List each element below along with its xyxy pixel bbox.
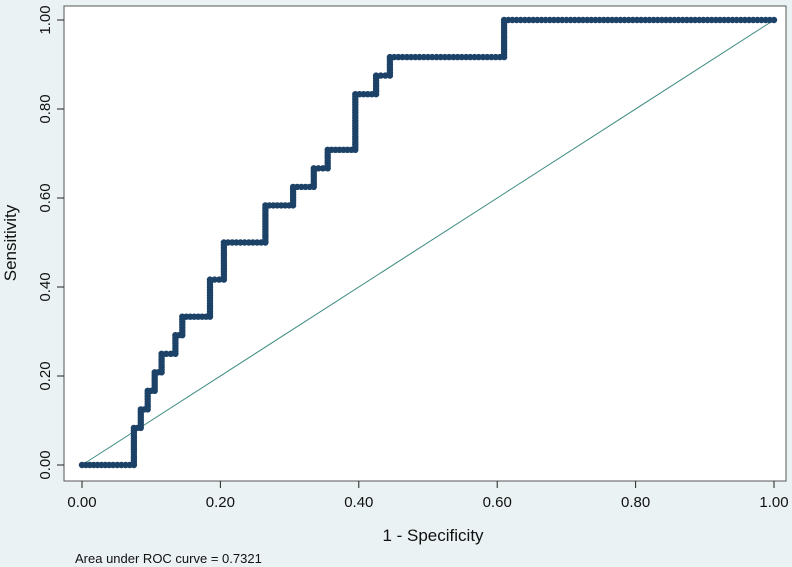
roc-point (770, 16, 778, 24)
roc-point (158, 350, 165, 357)
y-tick-label: 1.00 (37, 5, 54, 34)
auc-note: Area under ROC curve = 0.7321 (75, 551, 262, 566)
x-axis-title: 1 - Specificity (382, 526, 484, 545)
y-axis-title: Sensitivity (1, 204, 20, 281)
roc-point (216, 276, 223, 283)
axes: 0.00 0.20 0.40 0.60 0.80 1.00 0.00 0.20 0.40 0.60… (37, 5, 789, 511)
x-tick-label: 0.00 (67, 494, 96, 511)
roc-point (315, 165, 322, 172)
series-layer (78, 16, 778, 469)
x-tick-label: 0.60 (483, 494, 512, 511)
x-tick-label: 1.00 (759, 494, 788, 511)
y-tick-label: 0.40 (37, 272, 54, 301)
x-tick-label: 0.20 (206, 494, 235, 511)
roc-point (310, 165, 317, 172)
roc-point (372, 72, 380, 79)
roc-point (319, 165, 327, 172)
roc-point (206, 276, 214, 283)
reference-line (81, 19, 775, 466)
x-tick-label: 0.40 (344, 494, 373, 511)
roc-point (211, 276, 218, 283)
roc-point (377, 72, 384, 79)
y-tick-label: 0.00 (37, 450, 54, 479)
y-tick-label: 0.80 (37, 94, 54, 123)
roc-point (163, 350, 170, 357)
y-tick-label: 0.60 (37, 183, 54, 212)
x-tick-label: 0.80 (621, 494, 650, 511)
plot-area (63, 5, 787, 482)
y-tick-label: 0.20 (37, 361, 54, 390)
